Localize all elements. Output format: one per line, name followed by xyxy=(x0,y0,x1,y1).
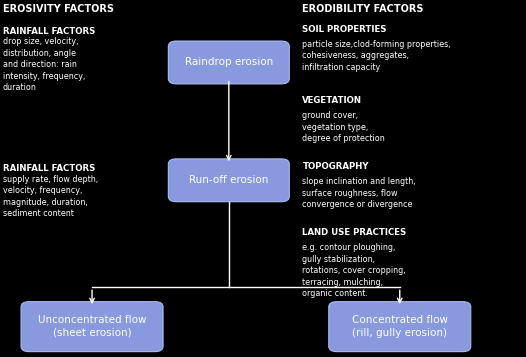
FancyBboxPatch shape xyxy=(168,41,289,84)
FancyBboxPatch shape xyxy=(329,302,471,352)
Text: ERODIBILITY FACTORS: ERODIBILITY FACTORS xyxy=(302,4,424,14)
Text: RAINFALL FACTORS: RAINFALL FACTORS xyxy=(3,164,95,173)
Text: slope inclination and length,
surface roughness, flow
convergence or divergence: slope inclination and length, surface ro… xyxy=(302,177,416,209)
Text: Unconcentrated flow
(sheet erosion): Unconcentrated flow (sheet erosion) xyxy=(38,316,146,338)
Text: VEGETATION: VEGETATION xyxy=(302,96,362,105)
Text: SOIL PROPERTIES: SOIL PROPERTIES xyxy=(302,25,387,34)
FancyBboxPatch shape xyxy=(21,302,163,352)
Text: Raindrop erosion: Raindrop erosion xyxy=(185,57,273,67)
Text: particle size,clod-forming properties,
cohesiveness, aggregates,
infiltration ca: particle size,clod-forming properties, c… xyxy=(302,40,451,72)
Text: ground cover,
vegetation type,
degree of protection: ground cover, vegetation type, degree of… xyxy=(302,111,385,143)
Text: drop size, velocity,
distribution, angle
and direction: rain
intensity, frequenc: drop size, velocity, distribution, angle… xyxy=(3,37,85,92)
Text: Run-off erosion: Run-off erosion xyxy=(189,175,268,185)
Text: Concentrated flow
(rill, gully erosion): Concentrated flow (rill, gully erosion) xyxy=(352,316,448,338)
Text: e.g. contour ploughing,
gully stabilization,
rotations, cover cropping,
terracin: e.g. contour ploughing, gully stabilizat… xyxy=(302,243,406,298)
Text: EROSIVITY FACTORS: EROSIVITY FACTORS xyxy=(3,4,114,14)
Text: RAINFALL FACTORS: RAINFALL FACTORS xyxy=(3,27,95,36)
Text: supply rate, flow depth,
velocity, frequency,
magnitude, duration,
sediment cont: supply rate, flow depth, velocity, frequ… xyxy=(3,175,98,218)
Text: LAND USE PRACTICES: LAND USE PRACTICES xyxy=(302,228,407,237)
Text: TOPOGRAPHY: TOPOGRAPHY xyxy=(302,162,369,171)
FancyBboxPatch shape xyxy=(168,159,289,202)
